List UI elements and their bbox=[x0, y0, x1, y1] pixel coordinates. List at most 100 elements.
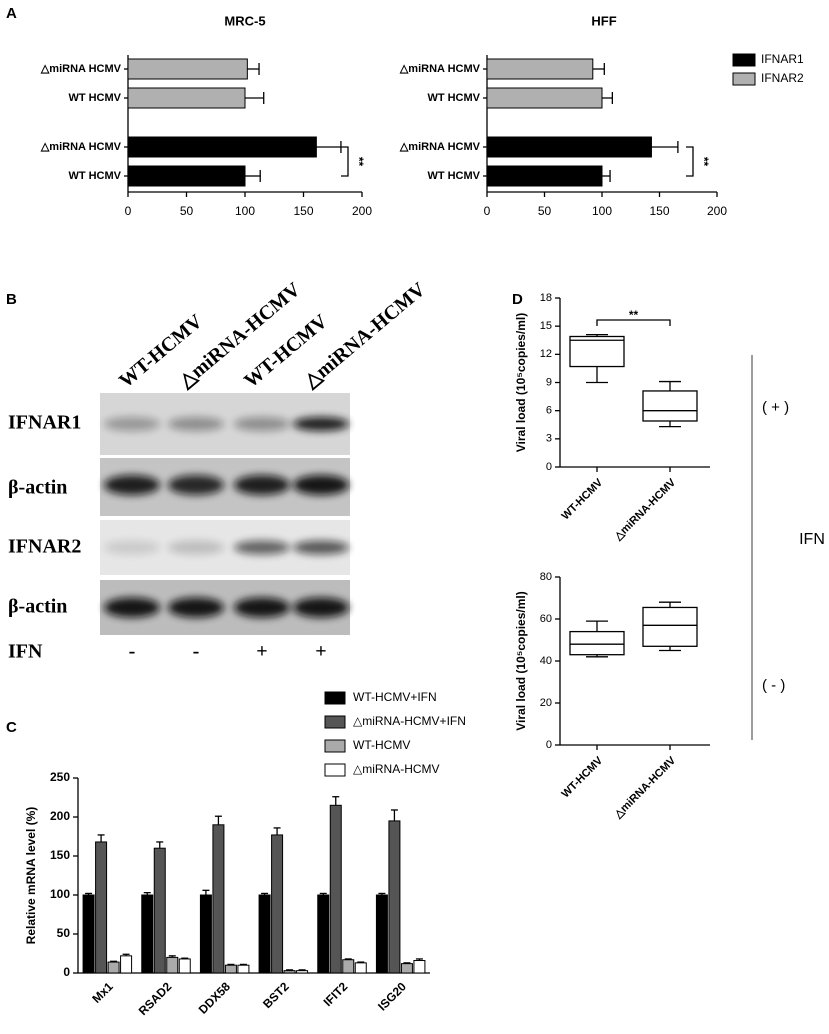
band bbox=[104, 475, 160, 495]
bar bbox=[127, 58, 248, 80]
x-tick-label: △miRNA-HCMV bbox=[612, 754, 679, 821]
x-tick-label: △miRNA-HCMV bbox=[612, 476, 679, 543]
bar bbox=[178, 958, 191, 974]
y-tick-label: 80 bbox=[540, 571, 552, 583]
annotation: ** bbox=[629, 308, 639, 322]
bar bbox=[486, 58, 594, 80]
y-tick-label: 40 bbox=[540, 655, 552, 667]
band bbox=[293, 417, 349, 431]
y-tick-label: 12 bbox=[540, 348, 552, 360]
y-axis-label: Viral load (10⁵copies/ml) bbox=[514, 313, 528, 452]
y-tick-label: △miRNA HCMV bbox=[40, 63, 122, 75]
bar bbox=[486, 87, 603, 109]
side-label: ( + ) bbox=[762, 399, 789, 416]
band bbox=[234, 475, 290, 495]
y-tick-label: WT HCMV bbox=[68, 170, 121, 182]
band bbox=[293, 540, 349, 555]
blot-row-label: β-actin bbox=[8, 596, 67, 618]
bar bbox=[153, 847, 166, 974]
panel-letter: A bbox=[6, 5, 17, 22]
band bbox=[234, 417, 290, 431]
legend-label: △miRNA-HCMV bbox=[353, 762, 440, 776]
box bbox=[569, 630, 625, 656]
y-tick-label: △miRNA HCMV bbox=[399, 63, 481, 75]
panel-letter: B bbox=[6, 291, 17, 308]
significance-bracket bbox=[686, 146, 694, 177]
box bbox=[642, 390, 698, 422]
panel-letter: D bbox=[512, 291, 523, 308]
y-tick-label: △miRNA HCMV bbox=[40, 141, 122, 153]
bar bbox=[329, 804, 342, 974]
y-tick-label: 3 bbox=[546, 433, 552, 445]
bar bbox=[486, 165, 603, 187]
y-tick-label: 150 bbox=[50, 848, 70, 862]
y-tick-label: 0 bbox=[546, 461, 552, 473]
y-tick-label: 0 bbox=[546, 739, 552, 751]
bar bbox=[127, 87, 246, 109]
annotation: ** bbox=[352, 157, 366, 167]
x-tick-label: 0 bbox=[125, 204, 132, 218]
band bbox=[293, 597, 349, 618]
band bbox=[104, 540, 160, 555]
blot-row-label: IFNAR1 bbox=[8, 412, 81, 434]
y-tick-label: △miRNA HCMV bbox=[399, 141, 481, 153]
legend-label: IFNAR1 bbox=[761, 52, 804, 66]
band bbox=[234, 540, 290, 555]
treatment-label: IFN bbox=[8, 641, 43, 663]
chart-title: MRC-5 bbox=[224, 13, 265, 28]
legend-swatch bbox=[732, 53, 756, 67]
band bbox=[234, 597, 290, 618]
chart-title: HFF bbox=[591, 13, 616, 28]
y-tick-label: 15 bbox=[540, 320, 552, 332]
bar bbox=[237, 964, 250, 974]
bar bbox=[127, 165, 246, 187]
bar bbox=[283, 970, 296, 974]
bar bbox=[317, 894, 330, 974]
x-tick-label: DDX58 bbox=[196, 979, 233, 1016]
y-tick-label: 50 bbox=[57, 926, 71, 940]
significance-bracket bbox=[341, 146, 349, 177]
y-tick-label: 18 bbox=[540, 292, 552, 304]
band bbox=[168, 417, 224, 431]
bar bbox=[224, 964, 237, 974]
box bbox=[642, 606, 698, 647]
bar bbox=[486, 136, 652, 158]
x-tick-label: 50 bbox=[180, 204, 194, 218]
legend-label: WT-HCMV bbox=[353, 738, 410, 752]
bar bbox=[388, 820, 401, 974]
band bbox=[293, 475, 349, 495]
x-tick-label: WT-HCMV bbox=[560, 754, 606, 800]
y-tick-label: 100 bbox=[50, 887, 70, 901]
bar bbox=[271, 834, 284, 974]
band bbox=[104, 597, 160, 618]
band bbox=[168, 540, 224, 555]
y-tick-label: WT HCMV bbox=[68, 92, 121, 104]
legend-swatch bbox=[732, 72, 756, 86]
bar bbox=[413, 960, 426, 974]
annotation: ** bbox=[697, 157, 711, 167]
bar bbox=[212, 824, 225, 974]
treatment-sign: - bbox=[193, 641, 200, 663]
x-tick-label: IFIT2 bbox=[321, 979, 351, 1009]
bar bbox=[342, 959, 355, 974]
x-tick-label: 100 bbox=[235, 204, 255, 218]
bar bbox=[258, 894, 271, 974]
x-tick-label: 200 bbox=[707, 204, 727, 218]
y-tick-label: WT HCMV bbox=[427, 92, 480, 104]
bar bbox=[400, 963, 413, 974]
blot-row-label: IFNAR2 bbox=[8, 536, 81, 558]
legend-swatch bbox=[324, 715, 346, 729]
y-tick-label: 200 bbox=[50, 809, 70, 823]
y-tick-label: WT HCMV bbox=[427, 170, 480, 182]
treatment-sign: + bbox=[256, 641, 267, 663]
legend-swatch bbox=[324, 763, 346, 777]
treatment-sign: - bbox=[129, 641, 136, 663]
box bbox=[569, 335, 625, 368]
y-axis-label: Viral load (10⁵copies/ml) bbox=[514, 591, 528, 730]
x-tick-label: 150 bbox=[649, 204, 669, 218]
bar bbox=[296, 970, 309, 974]
band bbox=[168, 475, 224, 495]
significance-bracket bbox=[596, 319, 671, 326]
panel-letter: C bbox=[6, 719, 17, 736]
